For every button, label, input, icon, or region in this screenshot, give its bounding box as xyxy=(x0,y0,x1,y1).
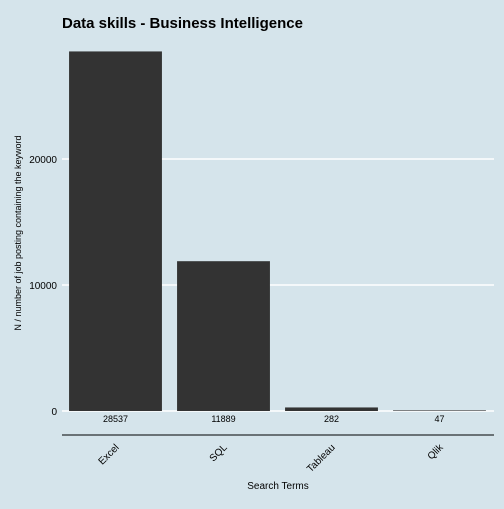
data-label-tableau: 282 xyxy=(324,414,339,424)
y-tick-label: 0 xyxy=(51,407,57,418)
chart-title: Data skills - Business Intelligence xyxy=(62,15,303,32)
bars xyxy=(69,51,486,411)
y-tick-label: 10000 xyxy=(29,281,57,292)
bar-qlik xyxy=(393,410,486,411)
x-tick-label-sql: SQL xyxy=(208,442,230,464)
data-label-sql: 11889 xyxy=(211,414,235,424)
data-label-qlik: 47 xyxy=(434,414,444,424)
bar-excel xyxy=(69,51,162,411)
x-axis-label: Search Terms xyxy=(247,481,309,492)
bar-sql xyxy=(177,261,270,411)
bar-tableau xyxy=(285,407,378,411)
x-tick-labels: Excel SQL Tableau Qlik xyxy=(97,442,447,475)
data-labels: 28537 11889 282 47 xyxy=(103,414,445,424)
x-tick-label-tableau: Tableau xyxy=(305,442,338,475)
y-axis-label: N / number of job posting containing the… xyxy=(13,135,23,330)
y-tick-label: 20000 xyxy=(29,155,57,166)
x-tick-label-excel: Excel xyxy=(97,442,122,467)
x-tick-label-qlik: Qlik xyxy=(426,442,447,463)
data-label-excel: 28537 xyxy=(103,414,128,424)
y-tick-labels: 0 10000 20000 xyxy=(29,155,57,418)
